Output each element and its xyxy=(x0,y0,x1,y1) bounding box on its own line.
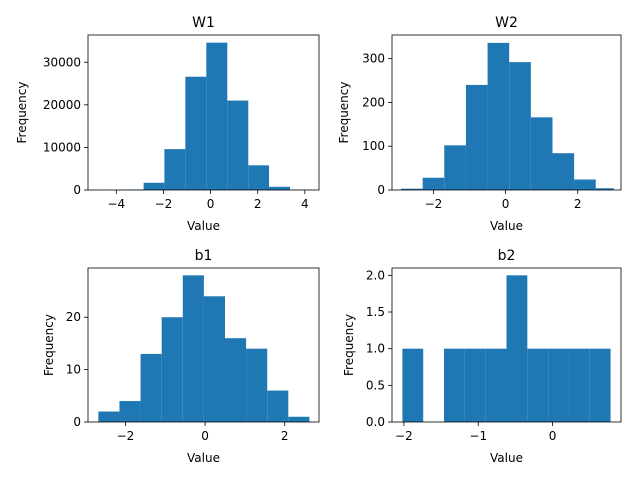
histogram-bar xyxy=(527,348,549,422)
y-tick-label: 10000 xyxy=(43,140,81,154)
x-axis-label: Value xyxy=(490,451,523,465)
x-tick-label: −2 xyxy=(425,197,443,211)
x-axis-label: Value xyxy=(490,219,523,233)
x-tick-label: 0 xyxy=(207,197,215,211)
histogram-bar xyxy=(98,411,120,422)
subplot-title: W2 xyxy=(495,15,518,31)
y-tick-label: 200 xyxy=(362,95,385,109)
histogram-bar xyxy=(269,186,291,190)
x-tick-label: 0 xyxy=(201,429,209,443)
x-axis-label: Value xyxy=(187,219,220,233)
subplot-w2: W2 −2 0 2 0 100 200 300 Value Frequency xyxy=(337,15,622,233)
histogram-bar xyxy=(548,348,569,422)
histogram-bar xyxy=(465,84,488,190)
histogram-bar xyxy=(164,149,186,190)
x-tick-label: −2 xyxy=(155,197,173,211)
y-tick-label: 300 xyxy=(362,52,385,66)
histogram-bar xyxy=(225,338,247,422)
histogram-bar xyxy=(206,42,228,190)
histogram-bar xyxy=(444,145,466,190)
histogram-bar xyxy=(185,76,207,190)
subplot-title: b1 xyxy=(195,248,213,264)
histogram-bar xyxy=(464,348,486,422)
histogram-bar xyxy=(401,188,423,190)
histogram-bar xyxy=(506,275,528,422)
x-tick-label: 2 xyxy=(254,197,262,211)
y-tick-label: 100 xyxy=(362,139,385,153)
axes-frame xyxy=(391,267,622,423)
subplot-title: W1 xyxy=(192,15,215,31)
histogram-bar xyxy=(182,275,204,422)
y-axis-label: Frequency xyxy=(337,82,351,144)
x-tick-label: −4 xyxy=(107,197,125,211)
histogram-bar xyxy=(485,348,507,422)
y-tick-label: 0.0 xyxy=(366,415,385,429)
y-tick-label: 1.0 xyxy=(366,342,385,356)
y-tick-label: 0 xyxy=(377,183,385,197)
histogram-bar xyxy=(574,179,596,190)
histogram-bar xyxy=(487,42,510,191)
x-tick-label: 4 xyxy=(301,197,309,211)
y-tick-label: 1.5 xyxy=(366,305,385,319)
plot-area: −4 −2 0 2 4 0 10000 20000 30000 xyxy=(43,34,320,211)
histogram-bar xyxy=(509,62,531,190)
histogram-bar xyxy=(161,317,183,422)
axes-frame xyxy=(391,34,622,191)
histogram-bar xyxy=(140,353,162,422)
x-tick-label: 0 xyxy=(549,429,557,443)
axes-frame xyxy=(87,34,320,191)
histogram-bar xyxy=(595,188,614,190)
y-tick-label: 0 xyxy=(73,183,81,197)
subplot-w1: W1 −4 −2 0 2 4 0 10000 20000 30000 Value Frequen… xyxy=(15,15,320,233)
histogram-bar xyxy=(288,416,310,422)
plot-area: −2 −1 0 0.0 0.5 1.0 1.5 2.0 xyxy=(366,267,622,443)
y-axis-label: Frequency xyxy=(42,314,56,376)
histogram-bar xyxy=(568,348,590,422)
histogram-bar xyxy=(119,401,141,422)
y-tick-label: 20000 xyxy=(43,98,81,112)
histogram-bar xyxy=(203,296,226,422)
histogram-bar xyxy=(267,390,289,422)
histogram-bar xyxy=(248,165,270,190)
subplot-title: b2 xyxy=(498,248,516,264)
histogram-bar xyxy=(422,177,445,190)
histogram-bar xyxy=(402,348,424,422)
y-tick-label: 0 xyxy=(73,415,81,429)
y-tick-label: 2.0 xyxy=(366,268,385,282)
x-tick-label: 0 xyxy=(502,197,510,211)
y-tick-label: 30000 xyxy=(43,55,81,69)
axes-frame xyxy=(87,267,320,423)
histogram-bar xyxy=(227,100,249,190)
histogram-bar xyxy=(246,348,268,422)
y-tick-label: 0.5 xyxy=(366,378,385,392)
x-tick-label: −1 xyxy=(469,429,487,443)
x-tick-label: −2 xyxy=(117,429,135,443)
y-tick-label: 20 xyxy=(66,310,81,324)
plot-area: −2 0 2 0 100 200 300 xyxy=(362,34,622,211)
histogram-bar xyxy=(444,348,465,422)
histogram-bar xyxy=(552,153,575,190)
x-tick-label: −2 xyxy=(395,429,413,443)
y-axis-label: Frequency xyxy=(15,82,29,144)
subplot-b2: b2 −2 −1 0 0.0 0.5 1.0 1.5 2.0 Value Frequency xyxy=(342,248,622,465)
y-tick-label: 10 xyxy=(66,363,81,377)
histogram-bar xyxy=(143,182,165,190)
x-axis-label: Value xyxy=(187,451,220,465)
x-tick-label: 2 xyxy=(574,197,582,211)
x-tick-label: 2 xyxy=(281,429,289,443)
y-axis-label: Frequency xyxy=(342,314,356,376)
histogram-bar xyxy=(530,117,553,190)
histogram-bar xyxy=(589,348,611,422)
